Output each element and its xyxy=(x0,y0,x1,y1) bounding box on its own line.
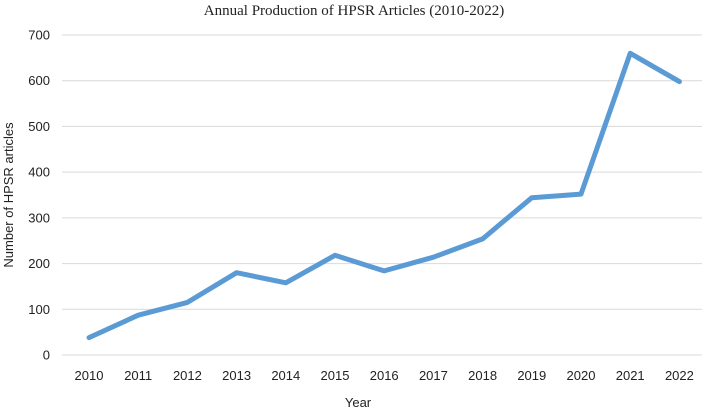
y-tick-label: 600 xyxy=(28,73,50,88)
y-tick-label: 0 xyxy=(43,348,50,363)
x-tick-label: 2017 xyxy=(419,368,448,383)
data-point xyxy=(480,236,485,241)
data-point xyxy=(431,255,436,260)
data-point xyxy=(382,268,387,273)
data-point xyxy=(87,335,92,340)
y-tick-label: 400 xyxy=(28,165,50,180)
x-tick-label: 2022 xyxy=(665,368,694,383)
y-axis-ticks: 0 100 200 300 400 500 600 700 xyxy=(28,28,50,363)
chart-title: Annual Production of HPSR Articles (2010… xyxy=(204,3,504,19)
y-tick-label: 100 xyxy=(28,302,50,317)
x-axis-title: Year xyxy=(345,395,372,410)
x-tick-label: 2019 xyxy=(517,368,546,383)
x-tick-label: 2015 xyxy=(321,368,350,383)
data-point xyxy=(185,300,190,305)
series-layer xyxy=(86,50,682,341)
y-tick-label: 200 xyxy=(28,256,50,271)
x-tick-label: 2021 xyxy=(616,368,645,383)
y-tick-label: 300 xyxy=(28,210,50,225)
y-tick-label: 700 xyxy=(28,28,50,43)
x-tick-label: 2020 xyxy=(567,368,596,383)
gridlines xyxy=(62,34,702,356)
data-point xyxy=(579,192,584,197)
x-tick-label: 2012 xyxy=(173,368,202,383)
data-point xyxy=(529,195,534,200)
y-tick-label: 500 xyxy=(28,119,50,134)
y-axis-title: Number of HPSR articles xyxy=(1,122,16,268)
series-line-0 xyxy=(86,50,682,341)
x-tick-label: 2018 xyxy=(468,368,497,383)
data-point xyxy=(677,79,682,84)
x-tick-label: 2016 xyxy=(370,368,399,383)
data-point xyxy=(283,280,288,285)
x-tick-label: 2014 xyxy=(271,368,300,383)
data-point xyxy=(234,270,239,275)
data-point xyxy=(136,313,141,318)
x-tick-label: 2011 xyxy=(124,368,152,383)
x-axis-ticks: 2010 2011 2012 2013 2014 2015 2016 2017 2018 2019… xyxy=(75,368,694,383)
data-point xyxy=(628,51,633,56)
x-tick-label: 2013 xyxy=(222,368,251,383)
x-tick-label: 2010 xyxy=(75,368,104,383)
data-point xyxy=(333,253,338,258)
